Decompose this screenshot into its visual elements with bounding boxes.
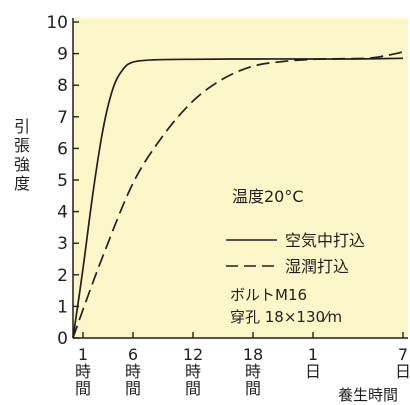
y-tick-label-4: 4 <box>57 203 68 223</box>
y-tick-label-5: 5 <box>57 171 68 191</box>
x-category-label-0: 1 時間 <box>75 345 91 398</box>
y-axis-label: 引張強度 <box>14 117 30 193</box>
legend: 空気中打込 湿潤打込 <box>226 231 365 276</box>
legend-label-dashed: 湿潤打込 <box>285 257 349 276</box>
series-line-1 <box>72 51 404 339</box>
y-tick-label-0: 0 <box>57 329 68 349</box>
bolt-annotation: ボルトM16 <box>230 286 307 304</box>
x-category-label-1: 6 時間 <box>125 345 141 398</box>
y-tick-label-10: 10 <box>46 13 68 33</box>
temperature-annotation: 温度20°C <box>232 187 304 206</box>
y-tick-label-7: 7 <box>57 108 68 128</box>
x-category-label-3: 18 時間 <box>243 345 263 398</box>
y-tick-label-9: 9 <box>57 45 68 65</box>
x-axis-label: 養生時間 <box>338 386 398 404</box>
legend-label-solid: 空気中打込 <box>285 231 365 250</box>
y-tick-label-6: 6 <box>57 139 68 159</box>
y-tick-label-3: 3 <box>57 234 68 254</box>
x-category-label-2: 12 時間 <box>183 345 203 398</box>
hole-annotation: 穿孔 18×130⁄m <box>230 308 342 326</box>
series-line-0 <box>72 57 404 339</box>
y-tick-label-2: 2 <box>57 266 68 286</box>
y-tick-label-1: 1 <box>57 297 68 317</box>
y-tick-label-8: 8 <box>57 76 68 96</box>
